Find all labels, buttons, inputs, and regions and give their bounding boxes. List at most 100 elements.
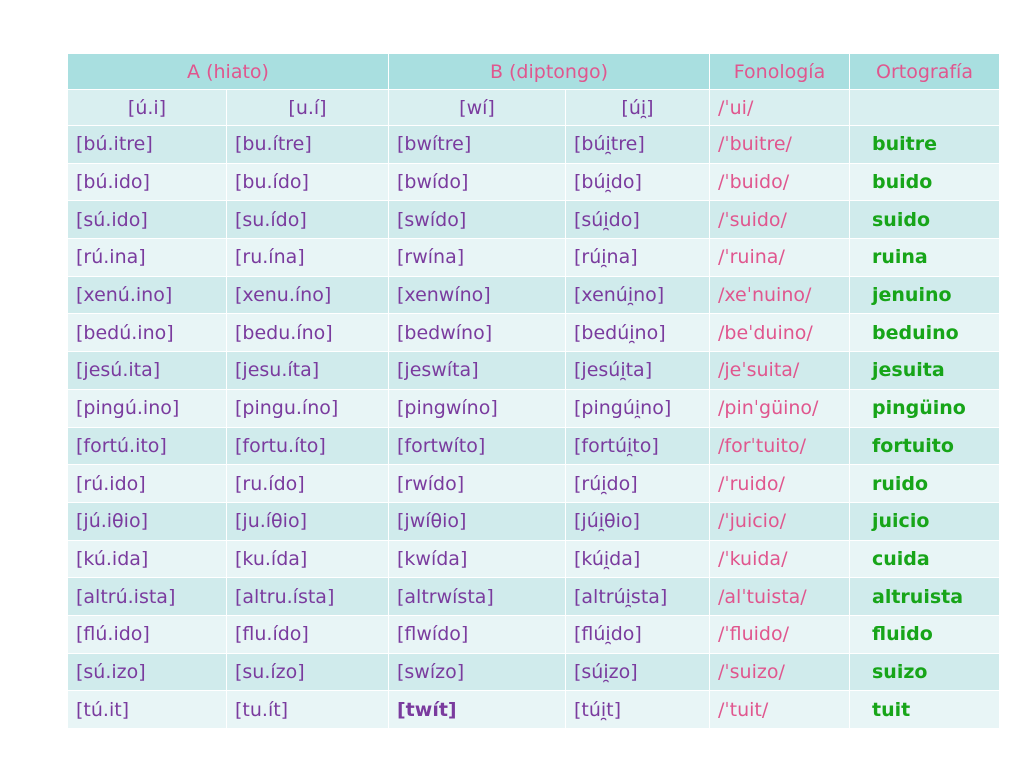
table-row: [jú.iθio] [ju.íθio] [jwíθio] [júi̯θio]/ˈjui… <box>67 501 1000 541</box>
cell-hiato-2: [flu.ído] <box>226 614 389 654</box>
cell-ortografia: suizo <box>849 652 1000 692</box>
cell-diptongo-2: [flúi̯do] <box>565 614 710 654</box>
cell-diptongo-2: [fortúi̯to] <box>565 426 710 466</box>
subheader-ortografia <box>849 89 1000 126</box>
cell-ortografia: suido <box>849 200 1000 240</box>
cell-ortografia: tuit <box>849 690 1000 729</box>
cell-diptongo-2: [júi̯θio] <box>565 501 710 541</box>
cell-ortografia: jenuino <box>849 275 1000 315</box>
cell-diptongo-1: [rwído] <box>388 464 566 503</box>
cell-ortografia: buitre <box>849 125 1000 164</box>
cell-diptongo-2: [rúi̯na] <box>565 238 710 277</box>
cell-hiato-2: [pingu.íno] <box>226 388 389 428</box>
table-row: [altrú.ista] [altru.ísta] [altrwísta] [altr… <box>67 577 1000 616</box>
cell-hiato-2: [ju.íθio] <box>226 501 389 541</box>
cell-ortografia: jesuita <box>849 351 1000 390</box>
table-row: [pingú.ino] [pingu.íno] [pingwíno] [pingúi̯… <box>67 388 1000 428</box>
cell-hiato-1: [rú.ina] <box>67 238 227 277</box>
cell-ortografia: fluido <box>849 614 1000 654</box>
cell-diptongo-2: [bedúi̯no] <box>565 313 710 353</box>
cell-hiato-1: [bedú.ino] <box>67 313 227 353</box>
cell-hiato-1: [bú.ido] <box>67 162 227 202</box>
cell-fonologia: /alˈtuista/ <box>709 577 850 616</box>
cell-ortografia: beduino <box>849 313 1000 353</box>
cell-diptongo-2: [jesúi̯ta] <box>565 351 710 390</box>
cell-hiato-2: [ku.ída] <box>226 539 389 579</box>
table-row: [flú.ido] [flu.ído] [flwído] [flúi̯do]/ˈflu… <box>67 614 1000 654</box>
subheader-b1: [wí] <box>388 89 566 126</box>
cell-fonologia: /ˈtuit/ <box>709 690 850 729</box>
cell-fonologia: /ˈbuido/ <box>709 162 850 202</box>
cell-fonologia: /ˈfluido/ <box>709 614 850 654</box>
cell-fonologia: /ˈbuitre/ <box>709 125 850 164</box>
cell-diptongo-2: [búi̯tre] <box>565 125 710 164</box>
cell-diptongo-2: [pingúi̯no] <box>565 388 710 428</box>
cell-diptongo-1: [fortwíto] <box>388 426 566 466</box>
table-row: [rú.ido] [ru.ído] [rwído] [rúi̯do]/ˈruido/r… <box>67 464 1000 503</box>
cell-ortografia: fortuito <box>849 426 1000 466</box>
cell-diptongo-1: [pingwíno] <box>388 388 566 428</box>
cell-diptongo-1: [swído] <box>388 200 566 240</box>
cell-fonologia: /ˈsuido/ <box>709 200 850 240</box>
cell-hiato-2: [tu.ít] <box>226 690 389 729</box>
header-ortografia: Ortografía <box>849 53 1000 90</box>
subheader-fonologia: /ˈui/ <box>709 89 850 126</box>
table-row: [bú.itre] [bu.ítre] [bwítre] [búi̯tre]/ˈbui… <box>67 125 1000 164</box>
cell-diptongo-1: [twít] <box>388 690 566 729</box>
cell-diptongo-2: [rúi̯do] <box>565 464 710 503</box>
cell-diptongo-1: [xenwíno] <box>388 275 566 315</box>
cell-hiato-1: [xenú.ino] <box>67 275 227 315</box>
header-diptongo: B (diptongo) <box>388 53 710 90</box>
cell-hiato-2: [altru.ísta] <box>226 577 389 616</box>
hiatus-diphthong-table: A (hiato) B (diptongo) Fonología Ortogra… <box>67 53 1000 729</box>
header-hiato: A (hiato) <box>67 53 389 90</box>
cell-diptongo-2: [súi̯zo] <box>565 652 710 692</box>
cell-ortografia: pingüino <box>849 388 1000 428</box>
cell-hiato-1: [jú.iθio] <box>67 501 227 541</box>
table-row: [bú.ido] [bu.ído] [bwído] [búi̯do]/ˈbuido/b… <box>67 162 1000 202</box>
cell-ortografia: altruista <box>849 577 1000 616</box>
table-row: [kú.ida] [ku.ída] [kwída] [kúi̯da]/ˈkuida/c… <box>67 539 1000 579</box>
cell-hiato-2: [bu.ído] <box>226 162 389 202</box>
cell-fonologia: /forˈtuito/ <box>709 426 850 466</box>
cell-hiato-1: [pingú.ino] <box>67 388 227 428</box>
cell-hiato-2: [bedu.íno] <box>226 313 389 353</box>
cell-hiato-1: [bú.itre] <box>67 125 227 164</box>
cell-fonologia: /ˈsuizo/ <box>709 652 850 692</box>
cell-diptongo-1: [swízo] <box>388 652 566 692</box>
cell-diptongo-1: [jeswíta] <box>388 351 566 390</box>
cell-fonologia: /xeˈnuino/ <box>709 275 850 315</box>
cell-hiato-1: [rú.ido] <box>67 464 227 503</box>
table-row: [bedú.ino] [bedu.íno] [bedwíno] [bedúi̯no] /… <box>67 313 1000 353</box>
cell-hiato-1: [sú.izo] <box>67 652 227 692</box>
table-row: [fortú.ito] [fortu.íto] [fortwíto] [fortúi̯… <box>67 426 1000 466</box>
cell-hiato-2: [su.ízo] <box>226 652 389 692</box>
cell-diptongo-1: [jwíθio] <box>388 501 566 541</box>
cell-ortografia: juicio <box>849 501 1000 541</box>
cell-diptongo-1: [altrwísta] <box>388 577 566 616</box>
cell-ortografia: cuida <box>849 539 1000 579</box>
cell-hiato-1: [kú.ida] <box>67 539 227 579</box>
cell-diptongo-1: [flwído] <box>388 614 566 654</box>
cell-hiato-2: [ru.ína] <box>226 238 389 277</box>
cell-diptongo-2: [búi̯do] <box>565 162 710 202</box>
cell-diptongo-2: [xenúi̯no] <box>565 275 710 315</box>
table-row: [sú.ido] [su.ído] [swído] [súi̯do]/ˈsuido/s… <box>67 200 1000 240</box>
subheader-row: [ú.i] [u.í] [wí] [úi̯] /ˈui/ <box>67 89 1000 126</box>
cell-fonologia: /pinˈgüino/ <box>709 388 850 428</box>
cell-ortografia: buido <box>849 162 1000 202</box>
cell-diptongo-2: [túi̯t] <box>565 690 710 729</box>
subheader-a2: [u.í] <box>226 89 389 126</box>
cell-hiato-1: [sú.ido] <box>67 200 227 240</box>
cell-fonologia: /ˈruido/ <box>709 464 850 503</box>
cell-ortografia: ruina <box>849 238 1000 277</box>
cell-fonologia: /jeˈsuita/ <box>709 351 850 390</box>
cell-diptongo-1: [kwída] <box>388 539 566 579</box>
cell-hiato-1: [altrú.ista] <box>67 577 227 616</box>
cell-hiato-2: [fortu.íto] <box>226 426 389 466</box>
cell-diptongo-1: [bedwíno] <box>388 313 566 353</box>
cell-fonologia: /ˈjuicio/ <box>709 501 850 541</box>
header-row: A (hiato) B (diptongo) Fonología Ortogra… <box>67 53 1000 90</box>
subheader-a1: [ú.i] <box>67 89 227 126</box>
cell-ortografia: ruido <box>849 464 1000 503</box>
